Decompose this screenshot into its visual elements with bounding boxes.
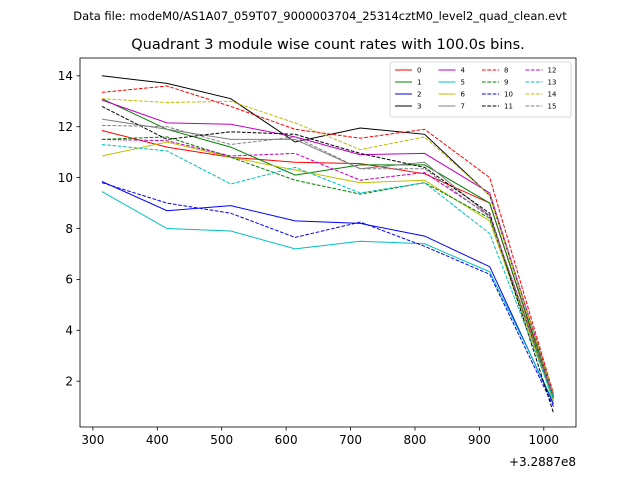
chart-title: Quadrant 3 module wise count rates with … [131,37,525,53]
series-layer [101,75,554,414]
y-tick-label: 14 [58,69,73,83]
series-line-11 [101,105,554,414]
series-line-0 [101,130,554,400]
series-line-14 [101,98,554,395]
legend-label-10: 10 [504,91,513,99]
series-line-13 [101,144,554,400]
y-tick-label: 4 [65,324,73,338]
x-tick-label: 1000 [529,433,560,447]
axes-frame [79,57,577,428]
legend-label-7: 7 [461,103,465,111]
legend-label-0: 0 [417,67,421,75]
series-line-6 [101,141,554,402]
x-tick-label: 600 [275,433,298,447]
legend-label-12: 12 [548,67,557,75]
legend-label-11: 11 [504,103,513,111]
x-tick-label: 500 [210,433,233,447]
legend-box [389,61,572,118]
x-tick-label: 900 [468,433,491,447]
legend-label-8: 8 [504,67,508,75]
x-tick-label: 700 [339,433,362,447]
y-tick-label: 8 [65,222,73,236]
y-tick-label: 6 [65,273,73,287]
x-tick-label: 400 [146,433,169,447]
legend-label-2: 2 [417,91,421,99]
series-line-9 [101,136,554,398]
series-line-2 [101,180,554,405]
y-tick-label: 2 [65,374,73,388]
legend-label-5: 5 [461,79,465,87]
series-line-10 [101,182,554,407]
x-offset-label: +3.2887e8 [509,455,576,469]
legend-label-3: 3 [417,103,421,111]
series-line-15 [101,124,554,396]
legend-label-1: 1 [417,79,421,87]
legend-label-6: 6 [461,91,466,99]
series-line-8 [101,85,554,395]
legend-label-15: 15 [548,103,557,111]
legend-label-14: 14 [548,91,557,99]
legend-label-4: 4 [461,67,466,75]
legend-label-13: 13 [548,79,557,87]
series-line-1 [101,98,554,397]
x-tick-label: 800 [404,433,427,447]
x-tick-label: 300 [81,433,104,447]
series-line-7 [101,118,554,400]
data-file-caption: Data file: modeM0/AS1A07_059T07_90000037… [73,9,567,23]
y-tick-label: 12 [58,120,73,134]
legend-label-9: 9 [504,79,508,87]
y-tick-label: 10 [58,171,73,185]
series-line-5 [101,191,554,402]
